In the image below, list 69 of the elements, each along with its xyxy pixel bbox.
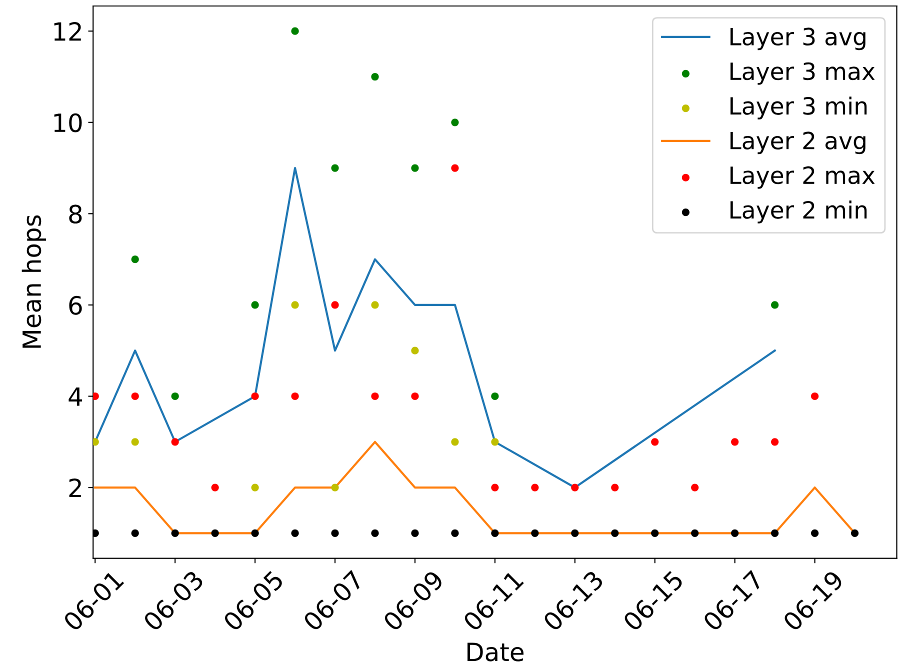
point [171, 529, 179, 537]
point [331, 529, 339, 537]
y-tick-label: 10 [54, 113, 82, 132]
point [131, 529, 139, 537]
point [211, 484, 219, 492]
point [531, 529, 539, 537]
point [771, 438, 779, 446]
point [771, 529, 779, 537]
point [331, 301, 339, 309]
y-tick-label: 6 [69, 296, 82, 315]
point [411, 529, 419, 537]
point [411, 164, 419, 172]
point [611, 484, 619, 492]
point [491, 484, 499, 492]
point [571, 484, 579, 492]
x-axis-title: Date [468, 642, 524, 662]
point [691, 529, 699, 537]
point [491, 438, 499, 446]
point [411, 392, 419, 400]
point [291, 27, 299, 35]
legend-label: Layer 2 min [730, 200, 867, 224]
point [131, 438, 139, 446]
point [651, 438, 659, 446]
point [451, 529, 459, 537]
point [451, 118, 459, 126]
point [251, 484, 259, 492]
point [491, 529, 499, 537]
point [571, 529, 579, 537]
legend-label: Layer 3 min [730, 96, 867, 120]
point [731, 438, 739, 446]
y-axis-title: Mean hops [22, 215, 46, 348]
point [291, 392, 299, 400]
point [171, 438, 179, 446]
point [731, 529, 739, 537]
point [371, 529, 379, 537]
point [251, 392, 259, 400]
point [371, 392, 379, 400]
point [331, 484, 339, 492]
point [451, 164, 459, 172]
y-tick-label: 8 [69, 204, 82, 224]
legend-label: Layer 2 max [730, 166, 875, 189]
point [531, 484, 539, 492]
y-tick-label: 4 [68, 388, 82, 406]
point [811, 529, 819, 537]
legend-label: Layer 3 max [730, 62, 875, 85]
point [411, 346, 419, 354]
legend-label: Layer 3 avg [730, 28, 866, 50]
legend-label: Layer 2 avg [730, 132, 866, 154]
point [771, 301, 779, 309]
point [131, 392, 139, 400]
point [651, 529, 659, 537]
point [691, 484, 699, 492]
point [331, 164, 339, 172]
point [291, 529, 299, 537]
point [171, 392, 179, 400]
point [491, 392, 499, 400]
point [451, 438, 459, 446]
y-tick-label: 12 [54, 22, 81, 41]
point [251, 529, 259, 537]
point [211, 529, 219, 537]
point [611, 529, 619, 537]
point [811, 392, 819, 400]
point [850, 529, 859, 537]
point [371, 301, 379, 309]
point [131, 256, 139, 264]
point [251, 301, 259, 309]
point [291, 301, 299, 309]
y-tick-label: 2 [69, 478, 81, 498]
point [371, 72, 379, 81]
